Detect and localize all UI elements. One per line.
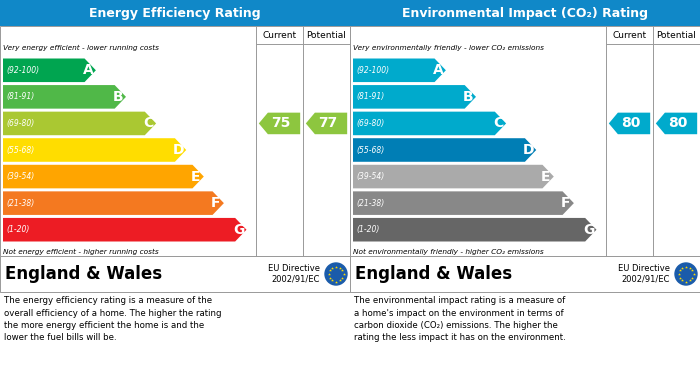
Text: D: D (523, 143, 534, 157)
Polygon shape (353, 218, 596, 242)
Text: Potential: Potential (657, 30, 696, 39)
Text: 77: 77 (318, 117, 337, 131)
Text: E: E (541, 170, 551, 183)
Text: G: G (233, 223, 244, 237)
Text: (69-80): (69-80) (356, 119, 384, 128)
Polygon shape (353, 85, 476, 109)
Text: (1-20): (1-20) (356, 225, 379, 234)
Polygon shape (353, 112, 506, 135)
Text: Environmental Impact (CO₂) Rating: Environmental Impact (CO₂) Rating (402, 7, 648, 20)
Bar (350, 256, 700, 292)
Text: 75: 75 (271, 117, 290, 131)
Text: B: B (463, 90, 473, 104)
Polygon shape (656, 113, 697, 134)
Polygon shape (3, 165, 204, 188)
Text: F: F (561, 196, 570, 210)
Text: The energy efficiency rating is a measure of the
overall efficiency of a home. T: The energy efficiency rating is a measur… (4, 296, 221, 343)
Text: (92-100): (92-100) (356, 66, 389, 75)
Text: E: E (191, 170, 201, 183)
Polygon shape (3, 218, 246, 242)
Text: (92-100): (92-100) (6, 66, 39, 75)
Polygon shape (306, 113, 347, 134)
Polygon shape (353, 165, 554, 188)
Text: Not energy efficient - higher running costs: Not energy efficient - higher running co… (3, 249, 159, 255)
Bar (0, 0, 350, 26)
Text: (81-91): (81-91) (6, 92, 34, 101)
Text: EU Directive
2002/91/EC: EU Directive 2002/91/EC (618, 264, 670, 284)
Text: Very energy efficient - lower running costs: Very energy efficient - lower running co… (3, 45, 159, 51)
Polygon shape (3, 138, 186, 162)
Text: (21-38): (21-38) (6, 199, 34, 208)
Polygon shape (3, 112, 156, 135)
Text: D: D (173, 143, 184, 157)
Bar (0, 26, 350, 256)
Text: Current: Current (262, 30, 297, 39)
Text: (69-80): (69-80) (6, 119, 34, 128)
Polygon shape (353, 138, 536, 162)
Circle shape (675, 263, 697, 285)
Bar (350, 0, 700, 26)
Polygon shape (3, 191, 224, 215)
Text: (55-68): (55-68) (356, 145, 384, 154)
Text: Current: Current (612, 30, 647, 39)
Polygon shape (3, 59, 96, 82)
Text: England & Wales: England & Wales (355, 265, 512, 283)
Text: (81-91): (81-91) (356, 92, 384, 101)
Polygon shape (353, 191, 574, 215)
Text: C: C (493, 117, 503, 131)
Text: B: B (113, 90, 123, 104)
Text: 80: 80 (621, 117, 640, 131)
Polygon shape (353, 59, 446, 82)
Text: A: A (83, 63, 93, 77)
Bar (0, 256, 350, 292)
Polygon shape (609, 113, 650, 134)
Text: Energy Efficiency Rating: Energy Efficiency Rating (89, 7, 261, 20)
Text: England & Wales: England & Wales (5, 265, 162, 283)
Text: (39-54): (39-54) (6, 172, 34, 181)
Text: (55-68): (55-68) (6, 145, 34, 154)
Text: EU Directive
2002/91/EC: EU Directive 2002/91/EC (268, 264, 320, 284)
Text: F: F (211, 196, 220, 210)
Text: G: G (583, 223, 594, 237)
Text: C: C (143, 117, 153, 131)
Circle shape (325, 263, 347, 285)
Text: Very environmentally friendly - lower CO₂ emissions: Very environmentally friendly - lower CO… (353, 45, 544, 51)
Text: Potential: Potential (307, 30, 346, 39)
Text: (39-54): (39-54) (356, 172, 384, 181)
Text: (1-20): (1-20) (6, 225, 29, 234)
Text: Not environmentally friendly - higher CO₂ emissions: Not environmentally friendly - higher CO… (353, 249, 544, 255)
Bar (350, 26, 700, 256)
Text: 80: 80 (668, 117, 687, 131)
Polygon shape (259, 113, 300, 134)
Polygon shape (3, 85, 126, 109)
Text: The environmental impact rating is a measure of
a home's impact on the environme: The environmental impact rating is a mea… (354, 296, 566, 343)
Text: A: A (433, 63, 443, 77)
Text: (21-38): (21-38) (356, 199, 384, 208)
